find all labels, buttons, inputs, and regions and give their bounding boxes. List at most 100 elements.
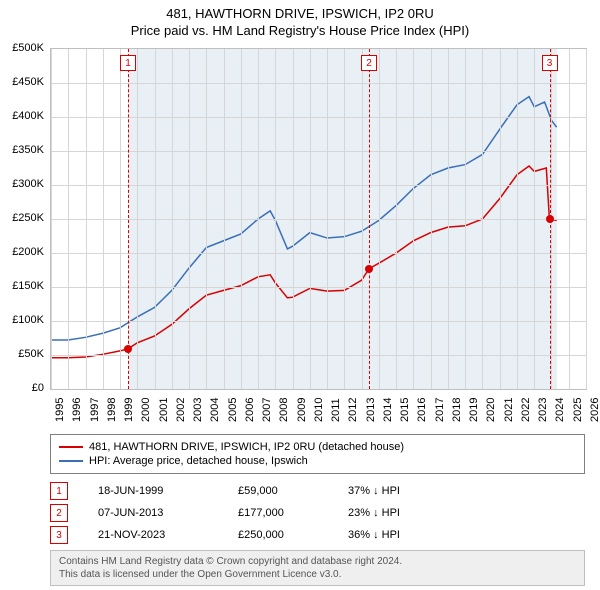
x-tick-label: 2021 [503, 398, 515, 422]
v-gridline [310, 49, 311, 389]
x-tick-label: 2010 [313, 398, 325, 422]
legend: 481, HAWTHORN DRIVE, IPSWICH, IP2 0RU (d… [50, 434, 585, 474]
y-tick-label: £300K [12, 178, 44, 190]
chart-container: 481, HAWTHORN DRIVE, IPSWICH, IP2 0RU Pr… [0, 0, 600, 590]
x-tick-label: 2006 [244, 398, 256, 422]
y-tick-label: £50K [18, 348, 44, 360]
x-tick-label: 2020 [485, 398, 497, 422]
plot-area: 1 2 3 [50, 48, 587, 390]
v-gridline [189, 49, 190, 389]
sale-pct: 23% ↓ HPI [348, 507, 448, 519]
x-tick-label: 2007 [261, 398, 273, 422]
sale-date: 21-NOV-2023 [98, 529, 238, 541]
marker-box: 2 [361, 55, 377, 71]
y-axis-labels: £0£50K£100K£150K£200K£250K£300K£350K£400… [0, 48, 48, 388]
sale-date: 07-JUN-2013 [98, 507, 238, 519]
v-gridline [362, 49, 363, 389]
h-gridline [51, 355, 586, 356]
sale-date: 18-JUN-1999 [98, 485, 238, 497]
x-tick-label: 2023 [537, 398, 549, 422]
v-gridline [465, 49, 466, 389]
x-tick-label: 2005 [227, 398, 239, 422]
v-gridline [275, 49, 276, 389]
v-gridline [258, 49, 259, 389]
footer-line1: Contains HM Land Registry data © Crown c… [59, 555, 576, 568]
x-tick-label: 2017 [434, 398, 446, 422]
h-gridline [51, 287, 586, 288]
sale-price: £59,000 [238, 485, 348, 497]
y-tick-label: £150K [12, 280, 44, 292]
v-gridline [396, 49, 397, 389]
legend-item: HPI: Average price, detached house, Ipsw… [59, 455, 576, 467]
legend-label: 481, HAWTHORN DRIVE, IPSWICH, IP2 0RU (d… [89, 441, 404, 453]
v-gridline [327, 49, 328, 389]
v-gridline [482, 49, 483, 389]
footer: Contains HM Land Registry data © Crown c… [50, 550, 585, 586]
marker-box: 1 [120, 55, 136, 71]
v-gridline [293, 49, 294, 389]
x-tick-label: 2025 [572, 398, 584, 422]
x-tick-label: 2001 [158, 398, 170, 422]
v-gridline [172, 49, 173, 389]
h-gridline [51, 321, 586, 322]
titles: 481, HAWTHORN DRIVE, IPSWICH, IP2 0RU Pr… [0, 0, 600, 38]
legend-item: 481, HAWTHORN DRIVE, IPSWICH, IP2 0RU (d… [59, 441, 576, 453]
x-tick-label: 2008 [278, 398, 290, 422]
h-gridline [51, 83, 586, 84]
footer-line2: This data is licensed under the Open Gov… [59, 568, 576, 581]
y-tick-label: £500K [12, 42, 44, 54]
sale-row: 321-NOV-2023£250,00036% ↓ HPI [50, 526, 585, 544]
x-tick-label: 1996 [71, 398, 83, 422]
y-tick-label: £100K [12, 314, 44, 326]
y-tick-label: £450K [12, 76, 44, 88]
v-gridline [500, 49, 501, 389]
h-gridline [51, 185, 586, 186]
v-gridline [86, 49, 87, 389]
sale-price: £177,000 [238, 507, 348, 519]
y-tick-label: £200K [12, 246, 44, 258]
v-gridline [51, 49, 52, 389]
marker-box: 3 [542, 55, 558, 71]
v-gridline [448, 49, 449, 389]
x-tick-label: 2002 [175, 398, 187, 422]
sale-pct: 36% ↓ HPI [348, 529, 448, 541]
v-gridline [344, 49, 345, 389]
x-tick-label: 2009 [296, 398, 308, 422]
h-gridline [51, 219, 586, 220]
y-tick-label: £0 [32, 382, 44, 394]
x-tick-label: 2004 [209, 398, 221, 422]
y-tick-label: £250K [12, 212, 44, 224]
v-gridline [68, 49, 69, 389]
x-tick-label: 1995 [54, 398, 66, 422]
x-tick-label: 2022 [520, 398, 532, 422]
chart-subtitle: Price paid vs. HM Land Registry's House … [0, 23, 600, 38]
v-gridline [534, 49, 535, 389]
v-gridline [413, 49, 414, 389]
x-tick-label: 2011 [330, 398, 342, 422]
marker-line [369, 49, 370, 389]
v-gridline [431, 49, 432, 389]
v-gridline [241, 49, 242, 389]
v-gridline [206, 49, 207, 389]
h-gridline [51, 117, 586, 118]
legend-label: HPI: Average price, detached house, Ipsw… [89, 455, 308, 467]
v-gridline [379, 49, 380, 389]
v-gridline [103, 49, 104, 389]
x-tick-label: 1999 [123, 398, 135, 422]
x-tick-label: 2003 [192, 398, 204, 422]
legend-swatch [59, 460, 83, 462]
x-tick-label: 2016 [416, 398, 428, 422]
x-tick-label: 2018 [451, 398, 463, 422]
sale-price: £250,000 [238, 529, 348, 541]
h-gridline [51, 151, 586, 152]
x-axis-labels: 1995199619971998199920002001200220032004… [50, 392, 585, 432]
marker-line [128, 49, 129, 389]
x-tick-label: 2014 [382, 398, 394, 422]
h-gridline [51, 253, 586, 254]
v-gridline [569, 49, 570, 389]
v-gridline [586, 49, 587, 389]
x-tick-label: 2019 [468, 398, 480, 422]
v-gridline [155, 49, 156, 389]
marker-dot [546, 215, 554, 223]
chart-title: 481, HAWTHORN DRIVE, IPSWICH, IP2 0RU [0, 6, 600, 21]
